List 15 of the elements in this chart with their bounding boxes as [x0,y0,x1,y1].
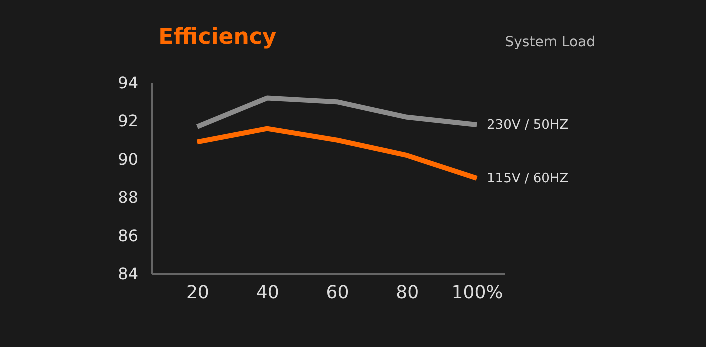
x-tick-label: 100% [452,282,504,304]
x-tick-label: 40 [256,282,280,304]
y-tick-label: 90 [118,150,138,169]
y-tick-label: 94 [118,74,138,92]
x-axis-title: System Load [505,34,596,50]
x-tick-label: 80 [396,282,420,304]
x-tick-label: 20 [186,282,210,304]
chart-title: Efficiency [158,25,277,50]
y-tick-label: 88 [118,188,138,208]
y-tick-label: 86 [118,226,138,246]
series-label: 115V / 60HZ [487,172,569,186]
x-tick-label: 60 [326,282,350,304]
y-tick-label: 92 [118,112,138,131]
y-tick-label: 84 [118,264,138,284]
series-label: 230V / 50HZ [487,118,569,134]
